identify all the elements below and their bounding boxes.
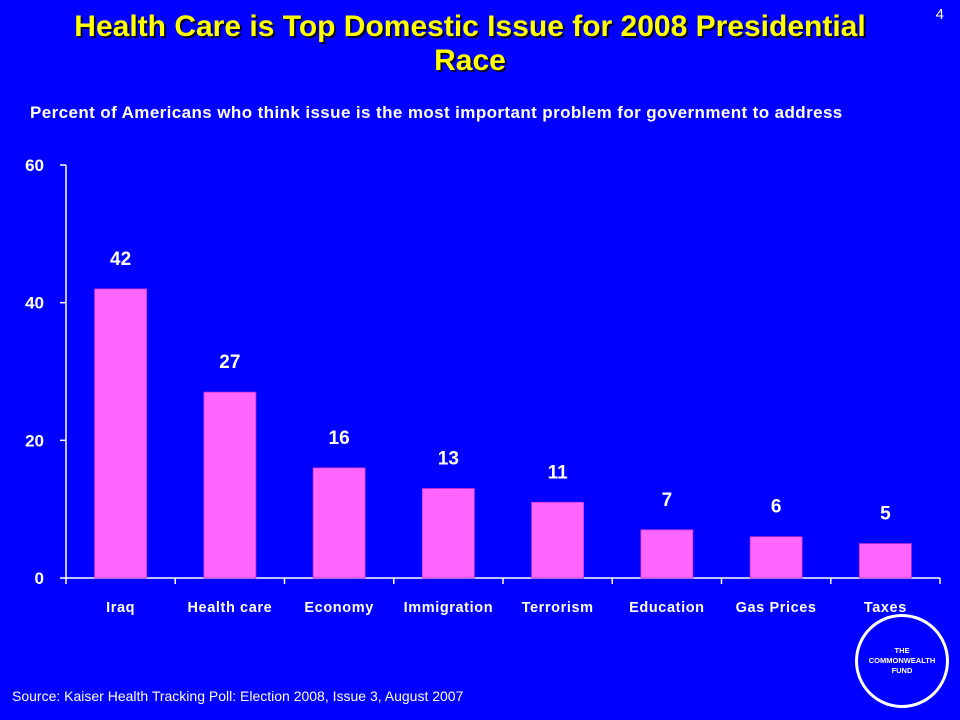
category-label: Iraq bbox=[106, 600, 135, 616]
data-label: 11 bbox=[548, 462, 569, 483]
category-label: Immigration bbox=[404, 600, 494, 616]
bar bbox=[421, 488, 475, 579]
bar bbox=[312, 467, 366, 579]
y-tick-label: 60 bbox=[25, 156, 44, 175]
bar bbox=[203, 391, 257, 579]
logo-text: THE COMMONWEALTH FUND bbox=[868, 646, 936, 675]
y-tick-label: 0 bbox=[35, 569, 44, 588]
y-tick-label: 20 bbox=[25, 431, 44, 450]
source-note: Source: Kaiser Health Tracking Poll: Ele… bbox=[12, 688, 464, 704]
bar bbox=[749, 536, 803, 579]
slide-title: Health Care is Top Domestic Issue for 20… bbox=[74, 10, 866, 77]
data-label: 7 bbox=[662, 490, 673, 511]
category-label: Terrorism bbox=[522, 600, 594, 616]
category-label: Education bbox=[629, 600, 705, 616]
category-label: Economy bbox=[304, 600, 373, 616]
y-tick-label: 40 bbox=[25, 294, 44, 313]
bar bbox=[858, 543, 912, 579]
data-label: 6 bbox=[771, 497, 782, 518]
page-number: 4 bbox=[935, 6, 944, 23]
bar bbox=[94, 288, 148, 579]
data-label: 42 bbox=[110, 249, 131, 270]
data-label: 16 bbox=[329, 428, 350, 449]
chart-subtitle: Percent of Americans who think issue is … bbox=[30, 103, 843, 122]
commonwealth-fund-logo: THE COMMONWEALTH FUND bbox=[855, 614, 949, 708]
data-label: 5 bbox=[880, 504, 891, 525]
category-label: Gas Prices bbox=[736, 600, 817, 616]
category-label: Health care bbox=[187, 600, 272, 616]
category-label: Taxes bbox=[864, 600, 907, 616]
bar bbox=[531, 501, 585, 579]
data-label: 13 bbox=[438, 449, 459, 470]
data-label: 27 bbox=[219, 352, 240, 373]
bar bbox=[640, 529, 694, 579]
